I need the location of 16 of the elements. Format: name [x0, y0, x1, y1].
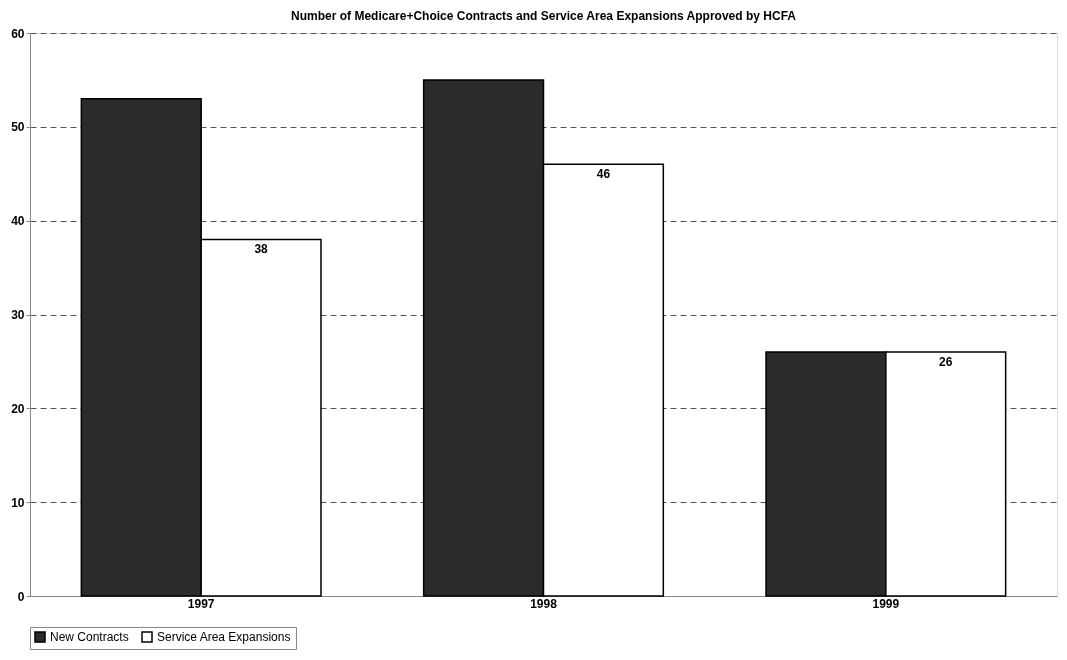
- x-tick-label: 1999: [872, 596, 900, 611]
- data-label: 26: [939, 355, 953, 370]
- y-tick-label: 30: [11, 308, 25, 322]
- y-tick-label: 0: [17, 589, 25, 604]
- legend-label: Service Area Expansions: [157, 630, 291, 644]
- x-tick-label: 1997: [187, 596, 215, 611]
- chart-title: Number of Medicare+Choice Contracts and Service Area Expansions Approved by HCFA: [291, 9, 797, 23]
- data-label: 46: [596, 167, 611, 182]
- y-tick-label: 50: [11, 120, 25, 135]
- y-tick-label: 20: [11, 401, 25, 416]
- y-tick-label: 40: [11, 214, 25, 229]
- y-tick-label: 10: [11, 495, 25, 510]
- x-tick-label: 1998: [530, 596, 558, 611]
- y-tick-label: 60: [11, 26, 25, 41]
- legend-label: New Contracts: [50, 630, 129, 644]
- data-label: 38: [254, 242, 269, 257]
